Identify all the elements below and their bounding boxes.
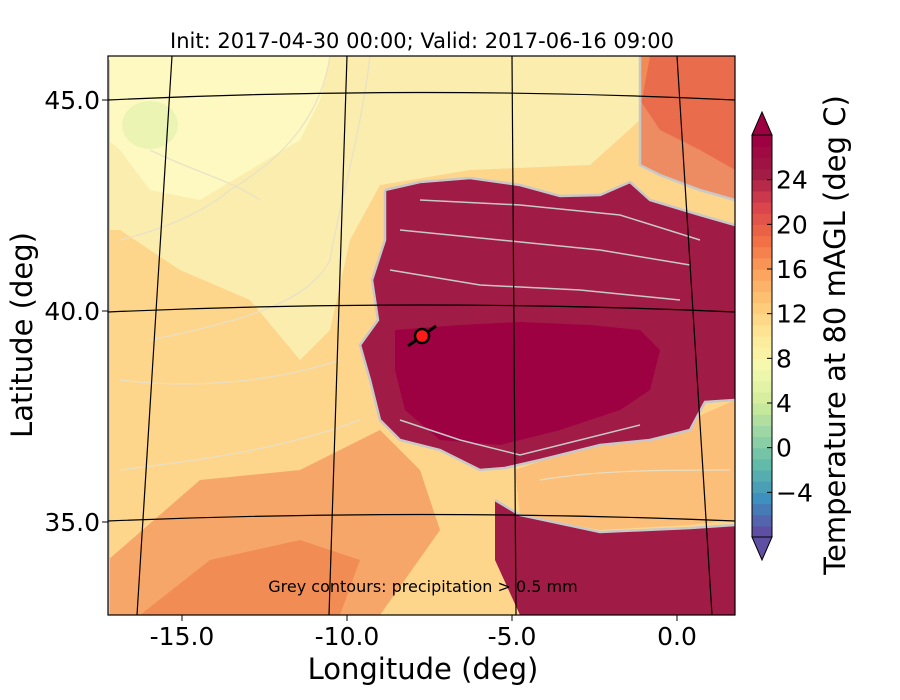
colorbar-band bbox=[752, 313, 772, 326]
colorbar-band bbox=[752, 269, 772, 281]
colorbar-band bbox=[752, 425, 772, 438]
colorbar-band bbox=[752, 179, 772, 192]
parallel-35 bbox=[108, 513, 735, 522]
parallel-45 bbox=[108, 91, 735, 101]
colorbar-frame bbox=[751, 134, 773, 538]
colorbar-band bbox=[752, 514, 772, 527]
colorbar-band bbox=[752, 336, 772, 348]
colorbar-tick-label: 12 bbox=[776, 300, 808, 329]
warm-southwest-ocean bbox=[108, 430, 440, 615]
france-hot bbox=[640, 56, 735, 200]
colorbar-band bbox=[752, 436, 772, 449]
colorbar-band bbox=[752, 391, 772, 404]
colorbar-tick-label: 16 bbox=[776, 255, 808, 284]
cold-eddy bbox=[122, 101, 178, 149]
colorbar-band bbox=[752, 224, 772, 237]
colorbar: −4 0 4 8 12 16 20 24 bbox=[751, 110, 813, 562]
colorbar-band bbox=[752, 414, 772, 426]
colorbar-band bbox=[752, 302, 772, 315]
x-tick-label: 0.0 bbox=[657, 622, 697, 651]
meridian-0 bbox=[676, 56, 713, 615]
x-tick-labels: -15.0 -10.0 -5.0 0.0 bbox=[150, 615, 697, 651]
colorbar-band bbox=[752, 190, 772, 203]
x-tick-label: -15.0 bbox=[150, 622, 215, 651]
colorbar-band bbox=[752, 280, 772, 292]
y-tick-label: 40.0 bbox=[44, 297, 100, 326]
colorbar-band bbox=[752, 503, 772, 516]
grey-contours bbox=[108, 56, 735, 615]
y-tick-label: 35.0 bbox=[44, 508, 100, 537]
y-tick-label: 45.0 bbox=[44, 86, 100, 115]
meridian-15 bbox=[136, 56, 173, 615]
y-axis-label: Latitude (deg) bbox=[5, 232, 39, 438]
graticule bbox=[108, 56, 735, 615]
colorbar-max-extension bbox=[751, 110, 773, 136]
colorbar-min-extension bbox=[751, 536, 773, 562]
colorbar-band bbox=[752, 347, 772, 359]
x-tick-label: -10.0 bbox=[315, 622, 380, 651]
colorbar-tick-label: 24 bbox=[776, 166, 808, 195]
colorbar-tick-label: 8 bbox=[776, 344, 792, 373]
interior-hottest bbox=[395, 322, 660, 445]
colorbar-band bbox=[752, 403, 772, 415]
colorbar-band bbox=[752, 213, 772, 225]
colorbar-band bbox=[752, 458, 772, 471]
coolest-ocean-region bbox=[108, 56, 330, 200]
colorbar-label: Temperature at 80 mAGL (deg C) bbox=[818, 95, 852, 576]
colorbar-band bbox=[752, 246, 772, 259]
colorbar-band bbox=[752, 135, 772, 147]
y-tick-labels: 45.0 40.0 35.0 bbox=[44, 86, 108, 537]
colorbar-band bbox=[752, 257, 772, 270]
colorbar-band bbox=[752, 146, 772, 158]
colorbar-band bbox=[752, 492, 772, 505]
colorbar-band bbox=[752, 324, 772, 337]
chart-title: Init: 2017-04-30 00:00; Valid: 2017-06-1… bbox=[170, 29, 674, 53]
colorbar-band bbox=[752, 202, 772, 214]
colorbar-band bbox=[752, 168, 772, 181]
meridian-5 bbox=[511, 56, 517, 615]
colorbar-tick-label: 20 bbox=[776, 210, 808, 239]
colorbar-tick-label: −4 bbox=[776, 478, 813, 507]
map-panel: Grey contours: precipitation > 0.5 mm bbox=[108, 56, 735, 615]
x-tick-label: -5.0 bbox=[488, 622, 537, 651]
colorbar-band bbox=[752, 525, 772, 538]
x-axis-label: Longitude (deg) bbox=[308, 652, 539, 686]
colorbar-band bbox=[752, 358, 772, 371]
ocean-isotherms bbox=[119, 56, 731, 481]
colorbar-band bbox=[752, 481, 772, 493]
colorbar-tick-label: 0 bbox=[776, 434, 792, 463]
colorbar-band bbox=[752, 291, 772, 304]
colorbar-band bbox=[752, 470, 772, 482]
site-marker bbox=[407, 324, 437, 348]
colorbar-band bbox=[752, 235, 772, 248]
warmest-southwest-ocean bbox=[140, 540, 360, 615]
colorbar-band bbox=[752, 447, 772, 460]
colorbar-band bbox=[752, 369, 772, 382]
map-frame bbox=[107, 55, 736, 616]
colorbar-band bbox=[752, 380, 772, 393]
meridian-10 bbox=[328, 56, 348, 615]
colorbar-band bbox=[752, 157, 772, 170]
contour-annotation: Grey contours: precipitation > 0.5 mm bbox=[268, 577, 577, 596]
parallel-40 bbox=[108, 304, 735, 313]
colorbar-tick-label: 4 bbox=[776, 389, 792, 418]
